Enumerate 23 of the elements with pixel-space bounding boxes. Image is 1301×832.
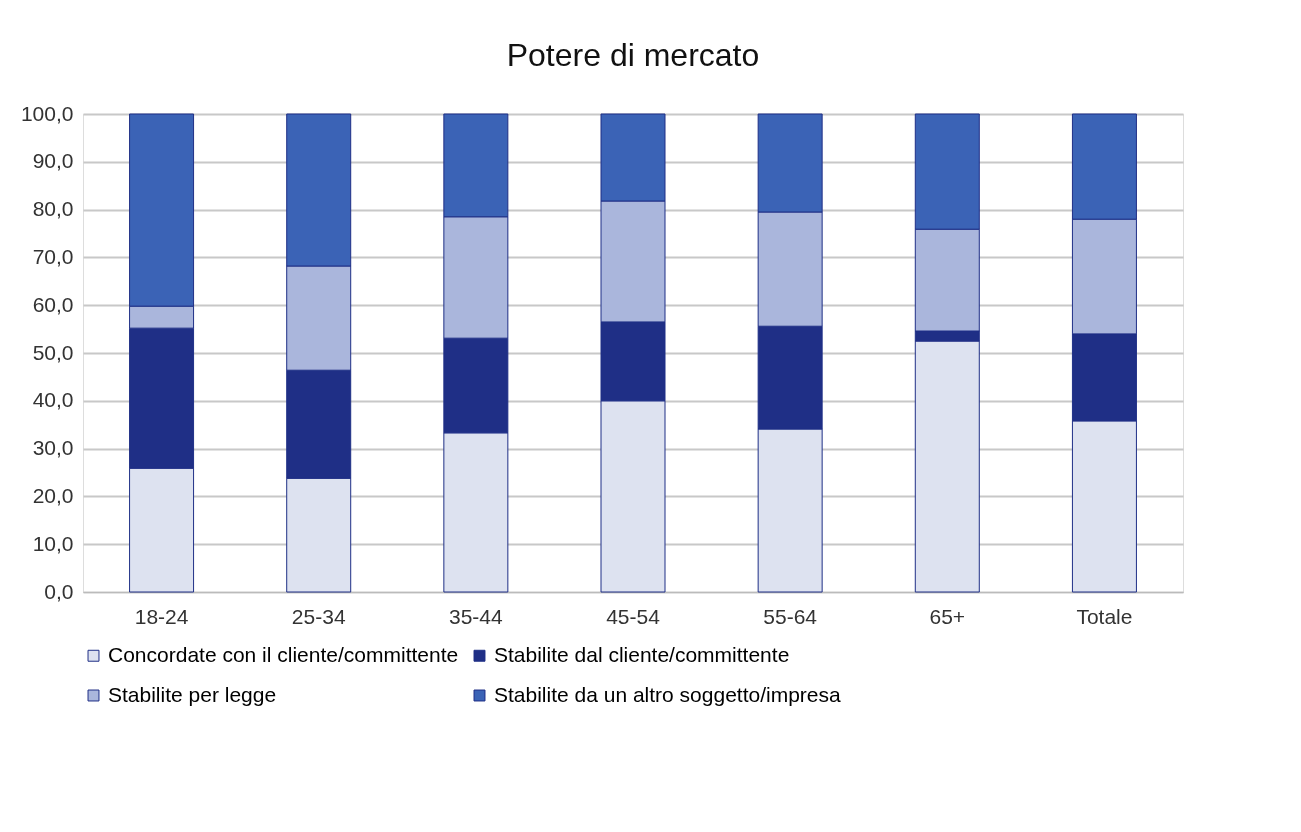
x-tick-label: 55-64	[763, 604, 818, 628]
y-tick-label: 90,0	[32, 149, 74, 173]
y-tick-label: 100,0	[20, 101, 74, 125]
y-tick-label: 80,0	[32, 197, 74, 221]
y-tick-label: 30,0	[32, 436, 74, 460]
x-tick-label: 45-54	[606, 604, 661, 628]
legend-label: Stabilite per legge	[108, 682, 277, 706]
y-tick-label: 70,0	[32, 244, 74, 268]
chart-title: Potere di mercato	[506, 37, 760, 73]
x-tick-label: 25-34	[291, 604, 346, 628]
y-tick-label: 60,0	[32, 292, 74, 316]
legend-label: Concordate con il cliente/committente	[108, 642, 459, 666]
y-tick-label: 0,0	[44, 579, 74, 603]
y-tick-label: 50,0	[32, 340, 74, 364]
x-tick-label: 65+	[929, 604, 966, 628]
legend-label: Stabilite da un altro soggetto/impresa	[494, 682, 842, 706]
y-tick-label: 20,0	[32, 483, 74, 507]
x-tick-label: 35-44	[449, 604, 504, 628]
legend-label: Stabilite dal cliente/committente	[494, 642, 790, 666]
y-tick-label: 40,0	[32, 388, 74, 412]
x-tick-label: 18-24	[134, 604, 189, 628]
x-tick-label: Totale	[1076, 604, 1133, 628]
y-tick-label: 10,0	[32, 531, 74, 555]
